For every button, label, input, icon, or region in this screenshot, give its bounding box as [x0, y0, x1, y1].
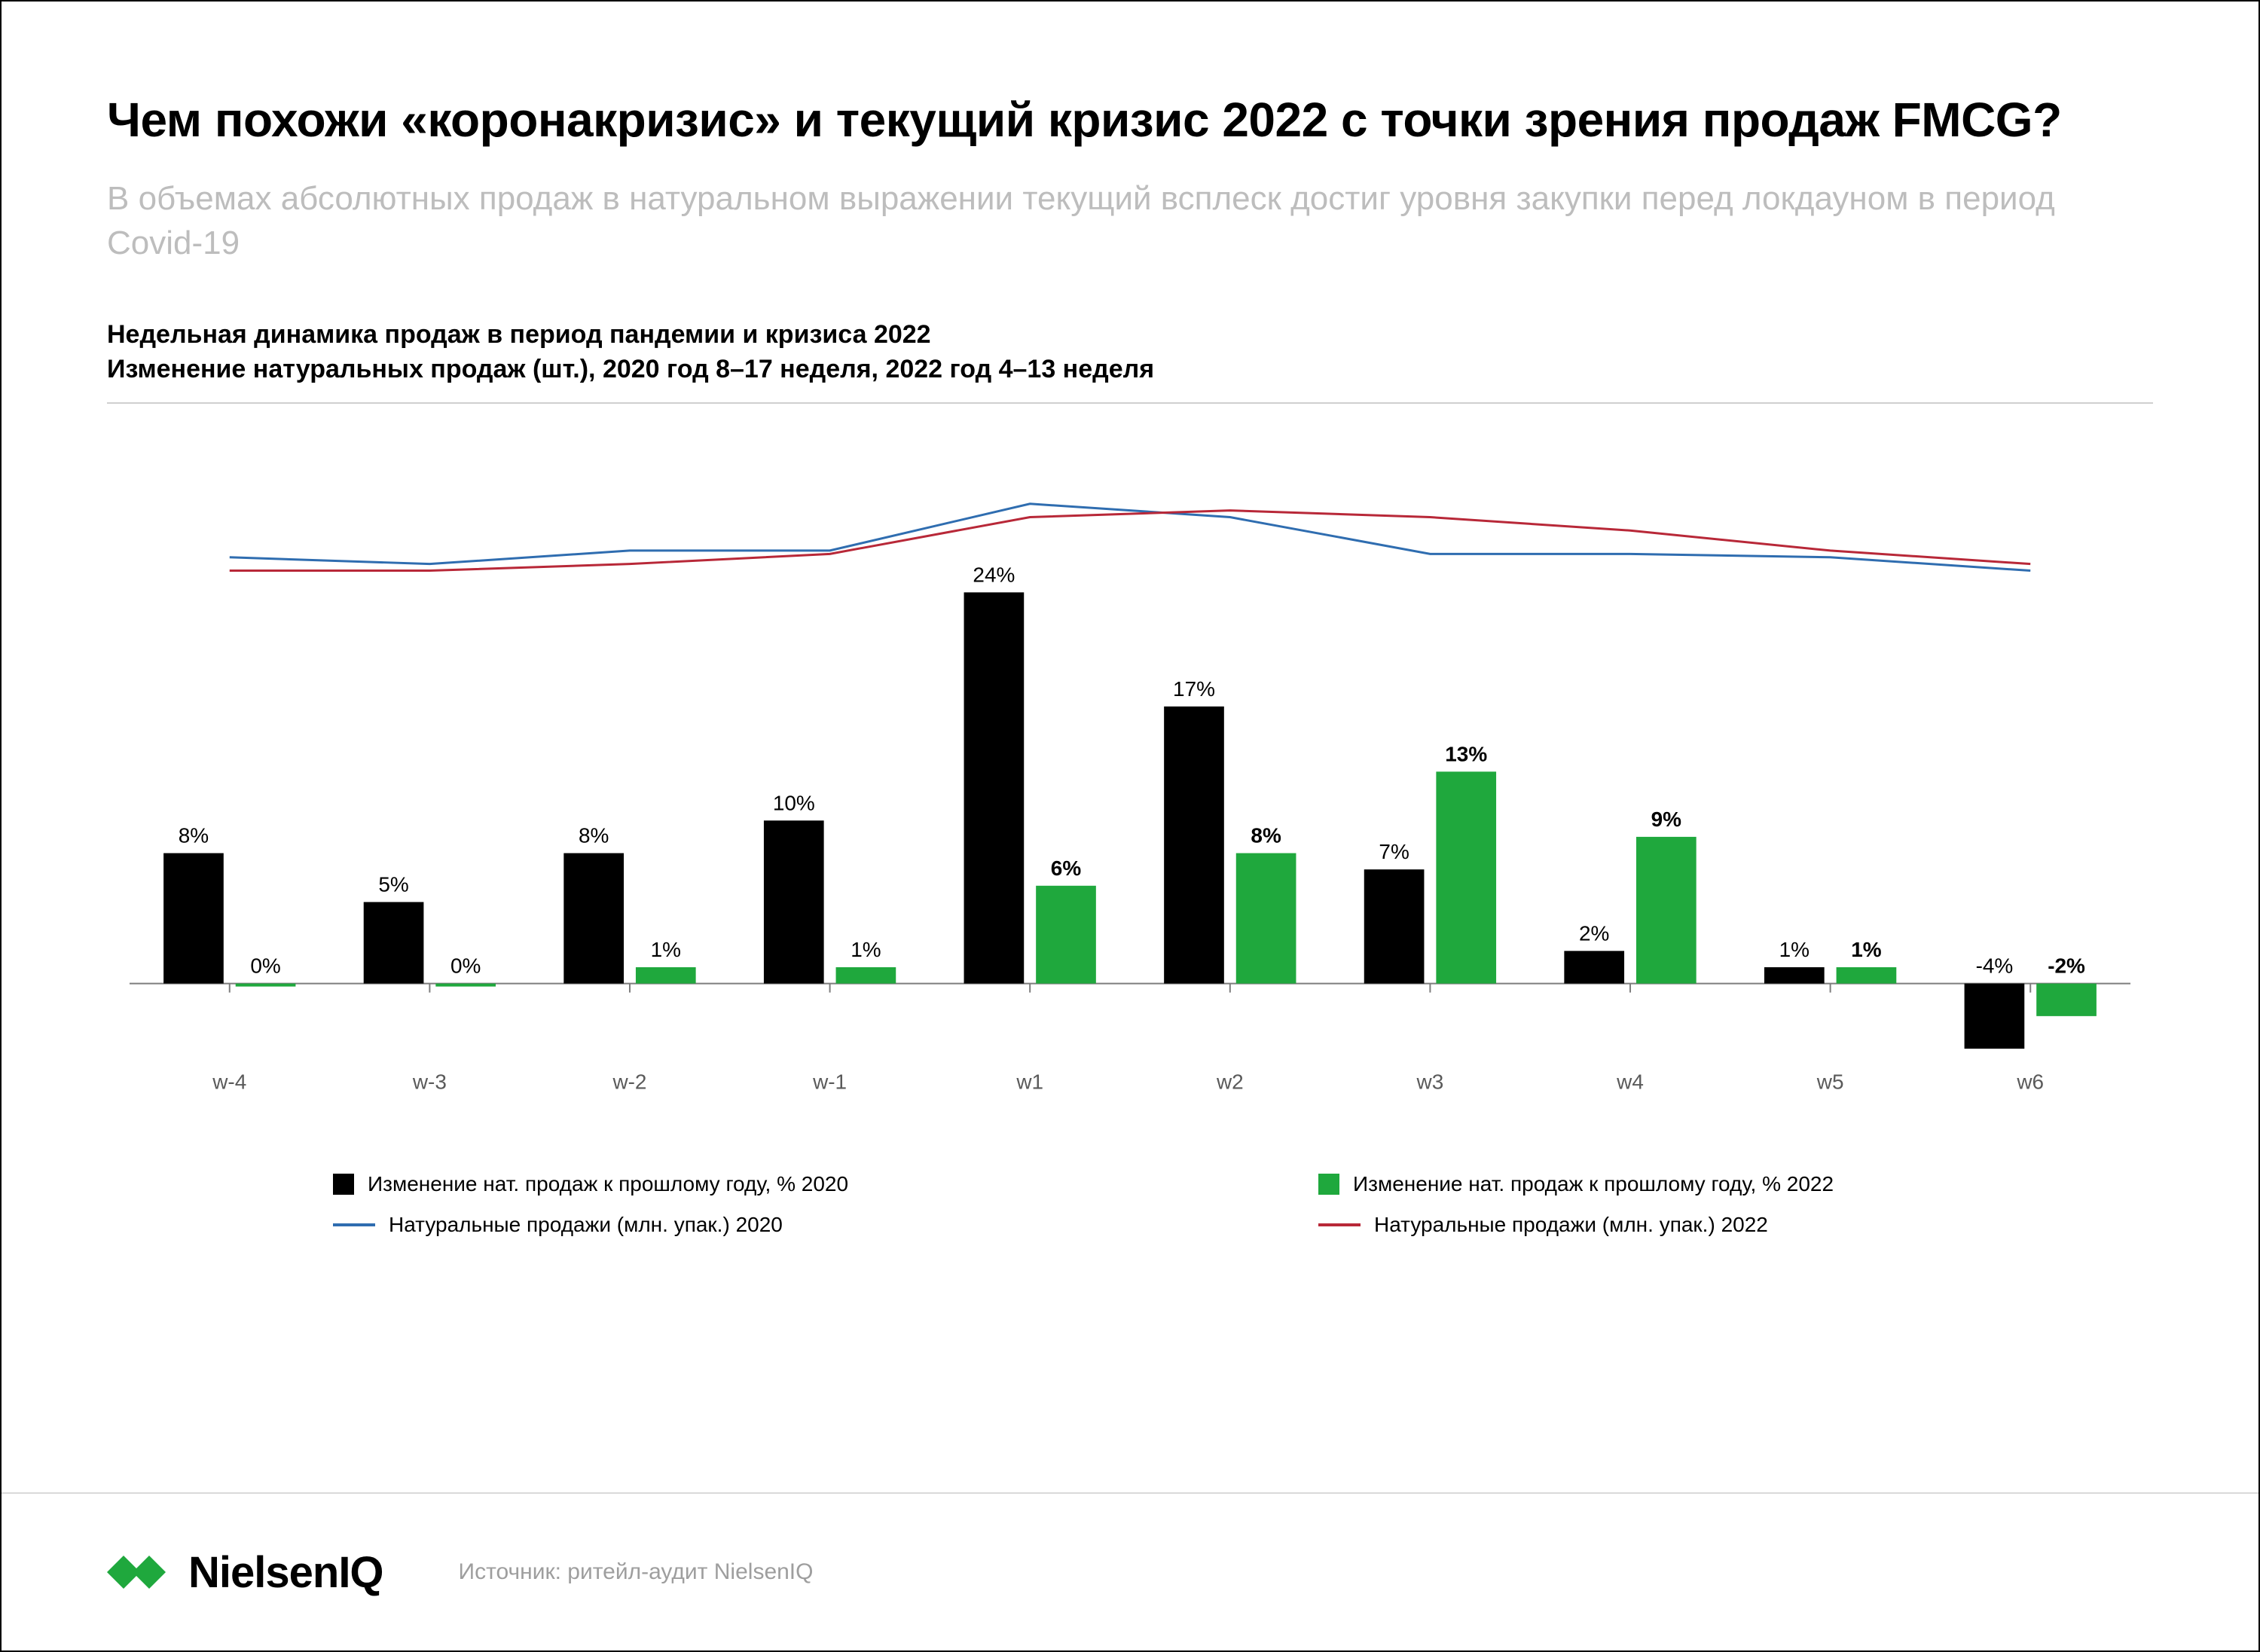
source-label: Источник: ритейл-аудит NielsenIQ	[459, 1559, 814, 1585]
svg-text:6%: 6%	[1051, 857, 1082, 880]
svg-text:8%: 8%	[579, 824, 609, 847]
svg-text:8%: 8%	[1251, 824, 1281, 847]
legend-label: Натуральные продажи (млн. упак.) 2020	[389, 1213, 783, 1237]
legend-line-2020: Натуральные продажи (млн. упак.) 2020	[333, 1213, 1168, 1237]
legend-label: Натуральные продажи (млн. упак.) 2022	[1374, 1213, 1768, 1237]
swatch-bar-2022	[1318, 1174, 1339, 1195]
svg-text:w1: w1	[1015, 1070, 1043, 1093]
svg-text:8%: 8%	[179, 824, 209, 847]
content-area: Чем похожи «коронакризис» и текущий криз…	[107, 92, 2153, 1237]
logo-icon	[107, 1546, 175, 1599]
chart-heading-line2: Изменение натуральных продаж (шт.), 2020…	[107, 355, 1154, 383]
legend-label: Изменение нат. продаж к прошлому году, %…	[1353, 1172, 1834, 1196]
svg-text:17%: 17%	[1173, 677, 1215, 701]
swatch-bar-2020	[333, 1174, 354, 1195]
slide-subtitle: В объемах абсолютных продаж в натурально…	[107, 176, 2153, 266]
swatch-line-2022	[1318, 1223, 1361, 1226]
svg-text:w-4: w-4	[212, 1070, 246, 1093]
svg-text:1%: 1%	[851, 938, 881, 961]
svg-text:10%: 10%	[773, 791, 815, 814]
footer: NielsenIQ Источник: ритейл-аудит Nielsen…	[2, 1492, 2258, 1650]
legend: Изменение нат. продаж к прошлому году, %…	[333, 1172, 2153, 1237]
svg-text:9%: 9%	[1651, 808, 1682, 831]
svg-text:7%: 7%	[1379, 840, 1409, 863]
svg-text:w3: w3	[1416, 1070, 1444, 1093]
svg-text:24%: 24%	[973, 563, 1015, 586]
chart-heading-line1: Недельная динамика продаж в период панде…	[107, 320, 931, 349]
legend-label: Изменение нат. продаж к прошлому году, %…	[368, 1172, 848, 1196]
svg-text:w4: w4	[1616, 1070, 1644, 1093]
svg-text:1%: 1%	[1851, 938, 1882, 961]
slide: Чем похожи «коронакризис» и текущий криз…	[0, 0, 2260, 1652]
svg-text:0%: 0%	[450, 954, 481, 978]
slide-title: Чем похожи «коронакризис» и текущий криз…	[107, 92, 2153, 149]
svg-text:w-3: w-3	[412, 1070, 447, 1093]
logo-text: NielsenIQ	[188, 1547, 383, 1598]
svg-text:1%: 1%	[1779, 938, 1810, 961]
chart-heading: Недельная динамика продаж в период панде…	[107, 318, 2153, 387]
svg-text:5%: 5%	[378, 873, 408, 896]
svg-text:w5: w5	[1816, 1070, 1844, 1093]
svg-text:w-2: w-2	[612, 1070, 646, 1093]
svg-text:0%: 0%	[250, 954, 280, 978]
chart-svg: 8% 0% w-4 5% 0% w-3 8% 1% w-2 10% 1% w-1 24% 6% w1 17% 8…	[107, 411, 2153, 1150]
svg-text:-4%: -4%	[1976, 954, 2014, 978]
svg-text:1%: 1%	[651, 938, 681, 961]
svg-text:w6: w6	[2016, 1070, 2044, 1093]
divider	[107, 402, 2153, 404]
svg-text:w2: w2	[1216, 1070, 1244, 1093]
svg-text:-2%: -2%	[2048, 954, 2085, 978]
legend-line-2022: Натуральные продажи (млн. упак.) 2022	[1318, 1213, 2153, 1237]
svg-text:2%: 2%	[1579, 921, 1609, 945]
legend-bar-2020: Изменение нат. продаж к прошлому году, %…	[333, 1172, 1168, 1196]
svg-text:13%: 13%	[1445, 742, 1487, 765]
svg-text:w-1: w-1	[812, 1070, 847, 1093]
logo: NielsenIQ	[107, 1546, 383, 1599]
chart: 8% 0% w-4 5% 0% w-3 8% 1% w-2 10% 1% w-1 24% 6% w1 17% 8…	[107, 411, 2153, 1150]
swatch-line-2020	[333, 1223, 375, 1226]
legend-bar-2022: Изменение нат. продаж к прошлому году, %…	[1318, 1172, 2153, 1196]
